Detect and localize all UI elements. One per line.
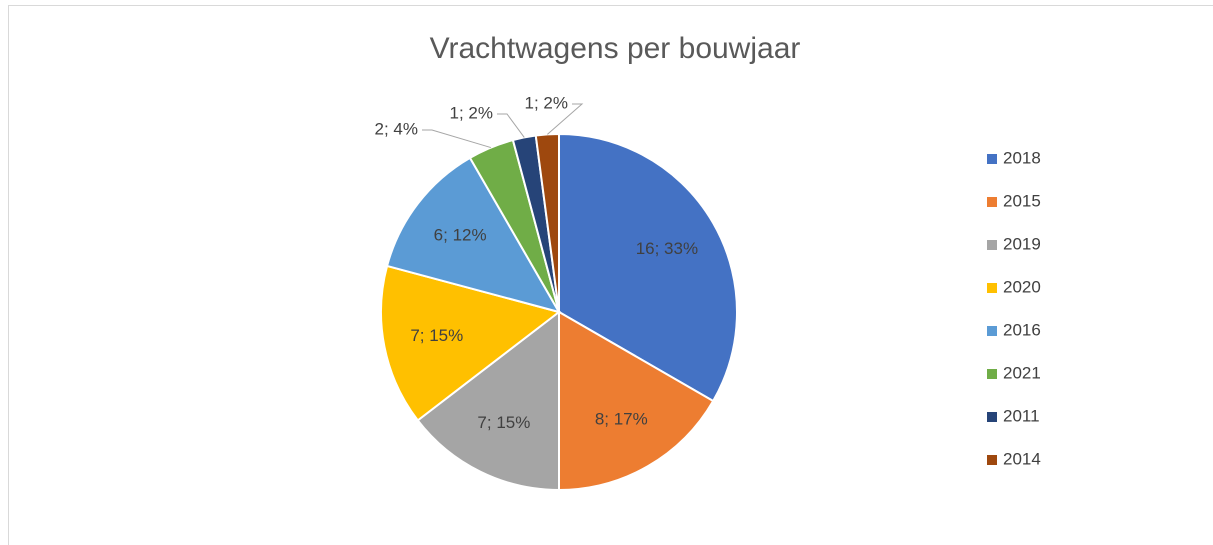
data-label: 16; 33% <box>636 239 698 258</box>
data-label: 8; 17% <box>595 409 648 428</box>
data-label: 6; 12% <box>434 226 487 245</box>
legend-swatch <box>987 283 997 293</box>
leader-line <box>422 129 492 149</box>
pie-slice <box>380 264 562 422</box>
pie-slice <box>558 132 738 403</box>
leader-line <box>547 103 584 135</box>
legend-swatch <box>987 326 997 336</box>
legend-label: 2019 <box>1003 234 1041 253</box>
legend-swatch <box>987 154 997 164</box>
legend-label: 2014 <box>1003 449 1041 468</box>
legend-swatch <box>987 369 997 379</box>
legend-label: 2020 <box>1003 277 1041 296</box>
legend-swatch <box>987 412 997 422</box>
legend-label: 2016 <box>1003 320 1041 339</box>
data-label: 1; 2% <box>450 103 493 122</box>
pie-slice <box>534 132 560 313</box>
legend-swatch <box>987 455 997 465</box>
data-label: 1; 2% <box>525 93 568 112</box>
legend-label: 2021 <box>1003 363 1041 382</box>
data-label: 7; 15% <box>477 413 530 432</box>
legend-label: 2015 <box>1003 191 1041 210</box>
leader-line <box>497 113 525 138</box>
chart-title: Vrachtwagens per bouwjaar <box>430 32 801 65</box>
legend-label: 2018 <box>1003 148 1041 167</box>
pie-slice <box>558 310 715 492</box>
legend-swatch <box>987 240 997 250</box>
legend-swatch <box>987 197 997 207</box>
data-label: 7; 15% <box>410 326 463 345</box>
pie-slice <box>416 309 560 492</box>
legend-label: 2011 <box>1003 406 1040 425</box>
data-label: 2; 4% <box>375 119 418 138</box>
pie-slice <box>385 156 562 314</box>
